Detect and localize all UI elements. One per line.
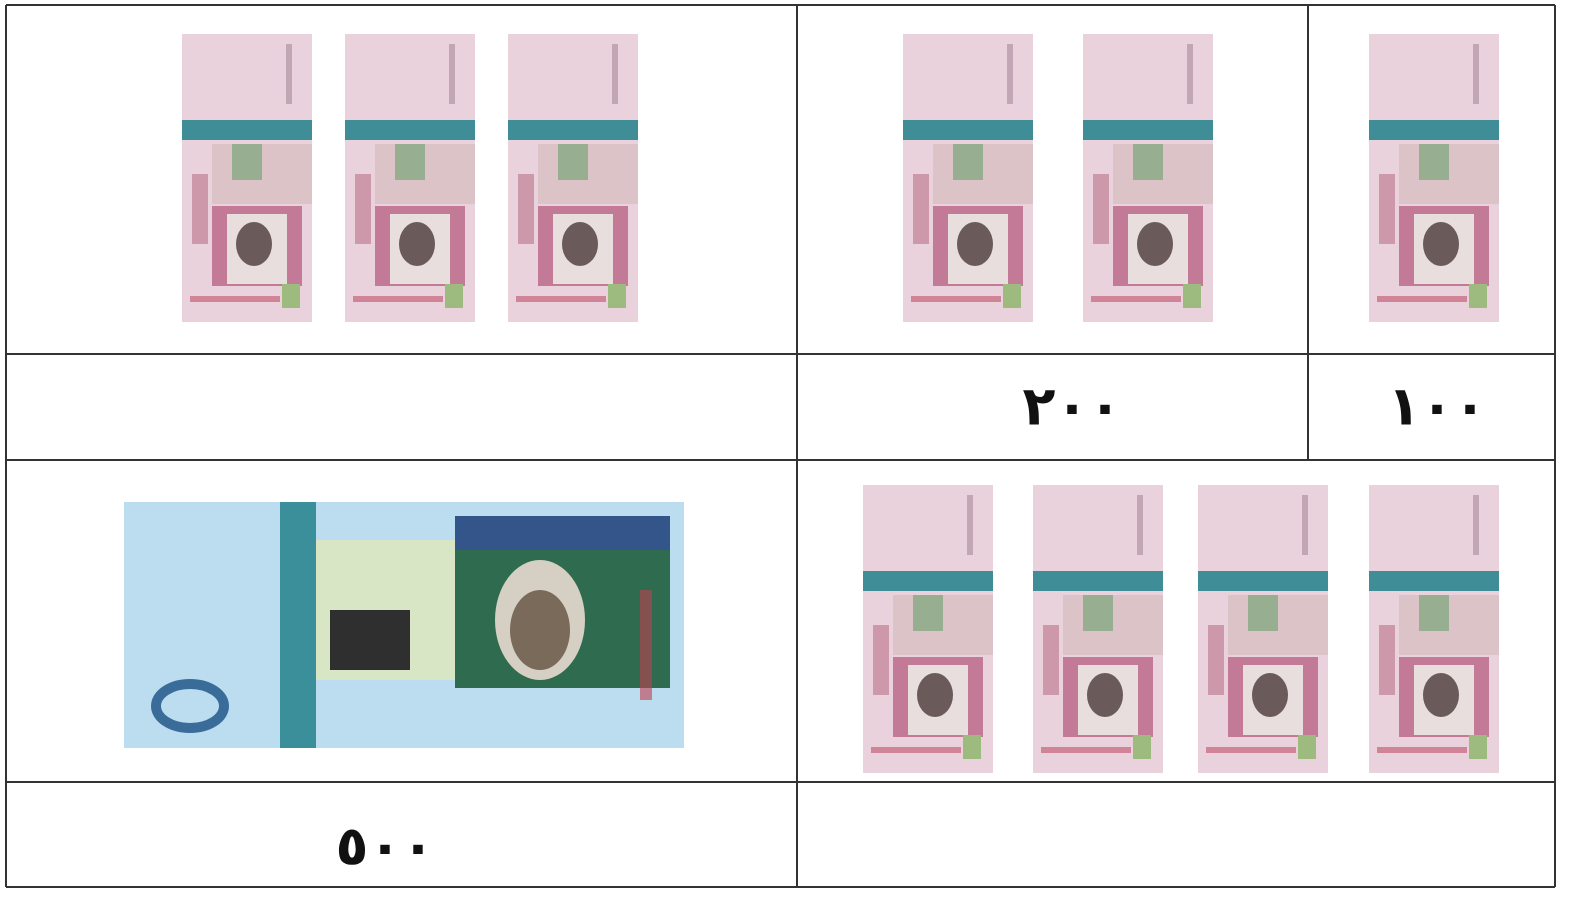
grid-lines <box>5 4 1556 888</box>
banknote-500 <box>124 502 684 748</box>
denomination-label: ٢٠٠ <box>1023 375 1122 438</box>
denomination-label: ١٠٠ <box>1388 375 1487 438</box>
denomination-label: ٥٠٠ <box>336 815 435 878</box>
